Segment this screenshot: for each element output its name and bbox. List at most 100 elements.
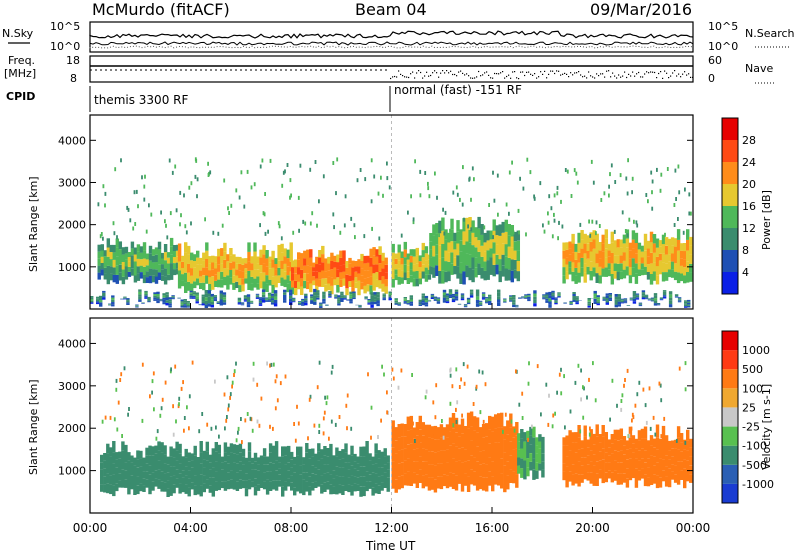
heatmap-cell <box>445 424 450 438</box>
heatmap-cell <box>492 219 496 231</box>
heatmap-cell <box>436 297 441 299</box>
heatmap-cell <box>166 456 170 465</box>
heatmap-cell <box>184 252 188 263</box>
heatmap-cell <box>118 473 122 481</box>
scatter-cell <box>528 361 530 366</box>
scatter-cell <box>172 432 175 437</box>
heatmap-cell-group <box>517 426 545 480</box>
scatter-cell <box>165 223 167 228</box>
scatter-cell <box>269 424 271 429</box>
heatmap-cell <box>336 262 340 270</box>
scatter-cell <box>128 407 130 411</box>
scatter-cell <box>235 188 238 193</box>
heatmap-cell <box>494 414 498 429</box>
heatmap-cell <box>262 254 266 264</box>
scatter-cell <box>207 173 210 177</box>
heatmap-cell <box>154 453 158 462</box>
heatmap-cell <box>613 439 618 451</box>
heatmap-cell <box>689 465 693 475</box>
heatmap-cell <box>607 439 612 448</box>
heatmap-cell <box>677 300 682 302</box>
heatmap-cell <box>495 244 499 255</box>
heatmap-cell <box>199 270 203 277</box>
scatter-cell <box>380 418 382 423</box>
heatmap-cell <box>193 274 197 282</box>
scatter-cell <box>573 168 576 173</box>
heatmap-cell <box>201 298 206 302</box>
heatmap-cell <box>103 267 108 274</box>
heatmap-cell <box>112 485 116 497</box>
heatmap-cell <box>622 269 627 279</box>
scatter-cell <box>577 363 580 368</box>
heatmap-cell <box>235 481 240 491</box>
heatmap-cell <box>163 268 168 277</box>
heatmap-cell <box>246 294 251 297</box>
heatmap-cell <box>181 255 185 262</box>
heatmap-cell <box>673 465 678 475</box>
heatmap-cell <box>322 294 326 297</box>
scatter-cell <box>99 234 102 239</box>
scatter-cell <box>400 368 403 373</box>
heatmap-cell <box>604 462 609 473</box>
heatmap-cell <box>616 263 621 272</box>
heatmap-cell <box>214 442 219 452</box>
scatter-cell <box>170 367 172 372</box>
heatmap-cell <box>465 229 469 242</box>
heatmap-cell <box>619 271 624 280</box>
heatmap-cell <box>445 293 450 296</box>
heatmap-cell <box>545 298 549 301</box>
colorbar-tick-label: -500 <box>742 459 767 472</box>
scatter-cell <box>560 199 562 204</box>
heatmap-cell <box>90 299 94 301</box>
heatmap-cell <box>348 281 352 287</box>
date-title: 09/Mar/2016 <box>590 0 692 19</box>
heatmap-cell <box>378 280 382 289</box>
nave-point <box>596 73 598 75</box>
heatmap-cell <box>503 452 507 466</box>
heatmap-cell <box>607 256 612 264</box>
heatmap-cell <box>532 448 536 459</box>
scatter-cell <box>564 425 566 430</box>
heatmap-cell <box>635 298 640 300</box>
heatmap-cell <box>409 299 414 302</box>
heatmap-cell <box>284 464 288 473</box>
heatmap-cell <box>451 300 456 303</box>
scatter-cell <box>444 210 447 215</box>
heatmap-cell <box>667 477 672 488</box>
scatter-cell <box>262 211 265 216</box>
scatter-cell <box>141 175 143 180</box>
heatmap-cell <box>418 415 423 430</box>
freq-tick-top: 18 <box>66 54 80 67</box>
heatmap-cell <box>159 300 163 301</box>
heatmap-cell <box>488 429 492 444</box>
heatmap-cell <box>432 235 436 246</box>
heatmap-cell <box>463 426 468 438</box>
heatmap-cell <box>172 257 177 263</box>
heatmap-cell <box>368 481 372 489</box>
heatmap-cell <box>643 258 648 267</box>
scatter-cell <box>190 221 192 226</box>
heatmap-cell <box>676 437 681 450</box>
nave-point <box>456 75 458 77</box>
heatmap-cell <box>494 456 498 471</box>
heatmap-cell <box>384 279 388 287</box>
heatmap-cell <box>574 463 578 474</box>
heatmap-cell <box>343 295 347 297</box>
heatmap-cell <box>656 304 661 306</box>
heatmap-cell <box>575 297 579 300</box>
scatter-cell <box>164 219 166 224</box>
nave-point <box>608 70 610 72</box>
heatmap-cell <box>572 292 576 294</box>
heatmap-cell <box>319 305 323 307</box>
heatmap-cell <box>226 446 231 456</box>
heatmap-cell <box>341 485 345 495</box>
heatmap-cell <box>195 296 199 299</box>
heatmap-cell <box>469 440 474 456</box>
heatmap-cell <box>481 296 486 299</box>
heatmap-cell <box>287 454 291 463</box>
scatter-cell <box>456 192 459 197</box>
heatmap-cell <box>529 461 533 471</box>
heatmap-cell <box>386 469 390 478</box>
heatmap-cell <box>124 246 129 254</box>
